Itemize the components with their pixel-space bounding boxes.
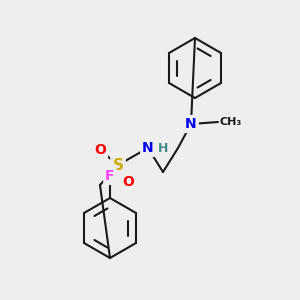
Text: F: F — [105, 169, 115, 183]
Text: S: S — [112, 158, 124, 172]
Text: N: N — [142, 141, 154, 155]
Text: CH₃: CH₃ — [220, 117, 242, 127]
Text: O: O — [94, 143, 106, 157]
Text: H: H — [158, 142, 168, 155]
Text: O: O — [122, 175, 134, 189]
Text: N: N — [185, 117, 197, 131]
